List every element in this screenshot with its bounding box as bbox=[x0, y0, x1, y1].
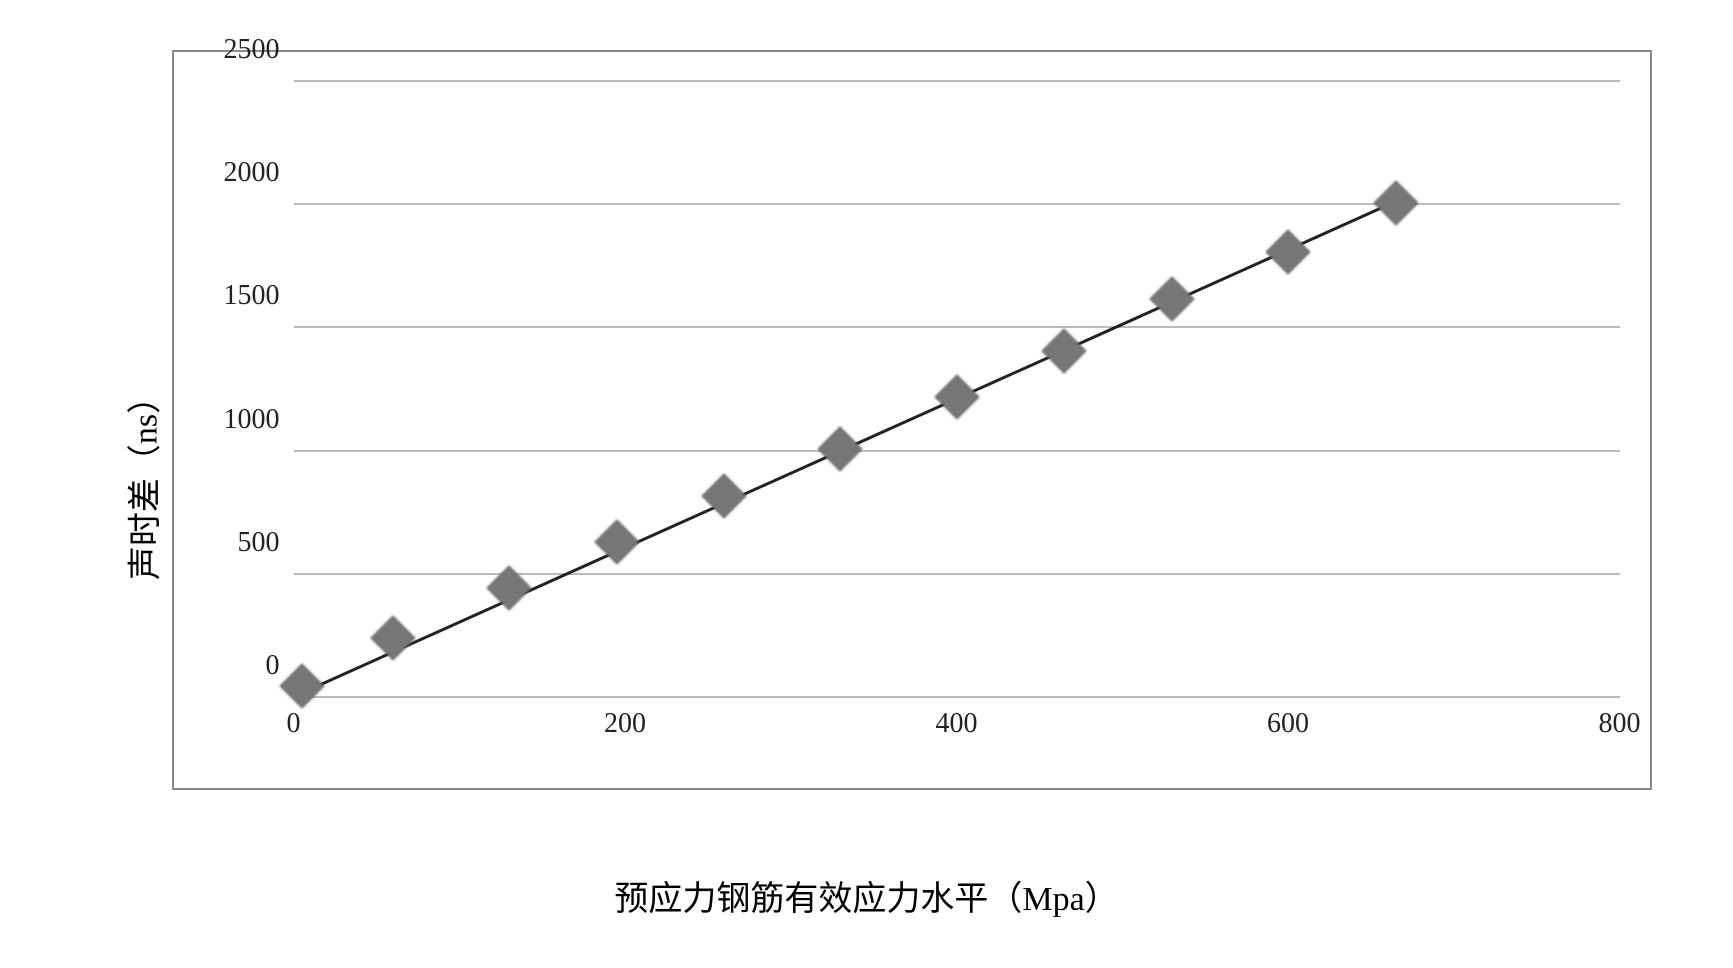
y-tick-label: 1000 bbox=[224, 404, 280, 436]
gridline-h bbox=[294, 326, 1620, 328]
data-point bbox=[1373, 180, 1418, 225]
data-point bbox=[279, 663, 324, 708]
gridline-h bbox=[294, 80, 1620, 82]
data-point bbox=[1149, 276, 1194, 321]
gridline-h bbox=[294, 203, 1620, 205]
y-tick-label: 500 bbox=[238, 527, 280, 559]
x-tick-label: 0 bbox=[287, 708, 301, 740]
y-tick-label: 1500 bbox=[224, 280, 280, 312]
gridline-h bbox=[294, 450, 1620, 452]
gridline-h bbox=[294, 573, 1620, 575]
data-point bbox=[1265, 229, 1310, 274]
x-tick-label: 600 bbox=[1267, 708, 1309, 740]
data-point bbox=[1042, 328, 1087, 373]
data-point bbox=[818, 427, 863, 472]
chart-container: 声时差（ns） 05001000150020002500020040060080… bbox=[42, 40, 1692, 920]
data-point bbox=[934, 375, 979, 420]
x-tick-label: 400 bbox=[936, 708, 978, 740]
x-tick-label: 200 bbox=[604, 708, 646, 740]
y-tick-label: 2000 bbox=[224, 157, 280, 189]
plot-area: 050010001500200025000200400600800 bbox=[294, 82, 1620, 698]
y-axis-label: 声时差（ns） bbox=[117, 380, 166, 580]
plot-frame: 050010001500200025000200400600800 bbox=[172, 50, 1652, 790]
data-point bbox=[370, 615, 415, 660]
x-tick-label: 800 bbox=[1599, 708, 1641, 740]
y-tick-label: 2500 bbox=[224, 34, 280, 66]
gridline-h bbox=[294, 696, 1620, 698]
y-tick-label: 0 bbox=[266, 650, 280, 682]
x-axis-label: 预应力钢筋有效应力水平（Mpa） bbox=[614, 871, 1118, 920]
